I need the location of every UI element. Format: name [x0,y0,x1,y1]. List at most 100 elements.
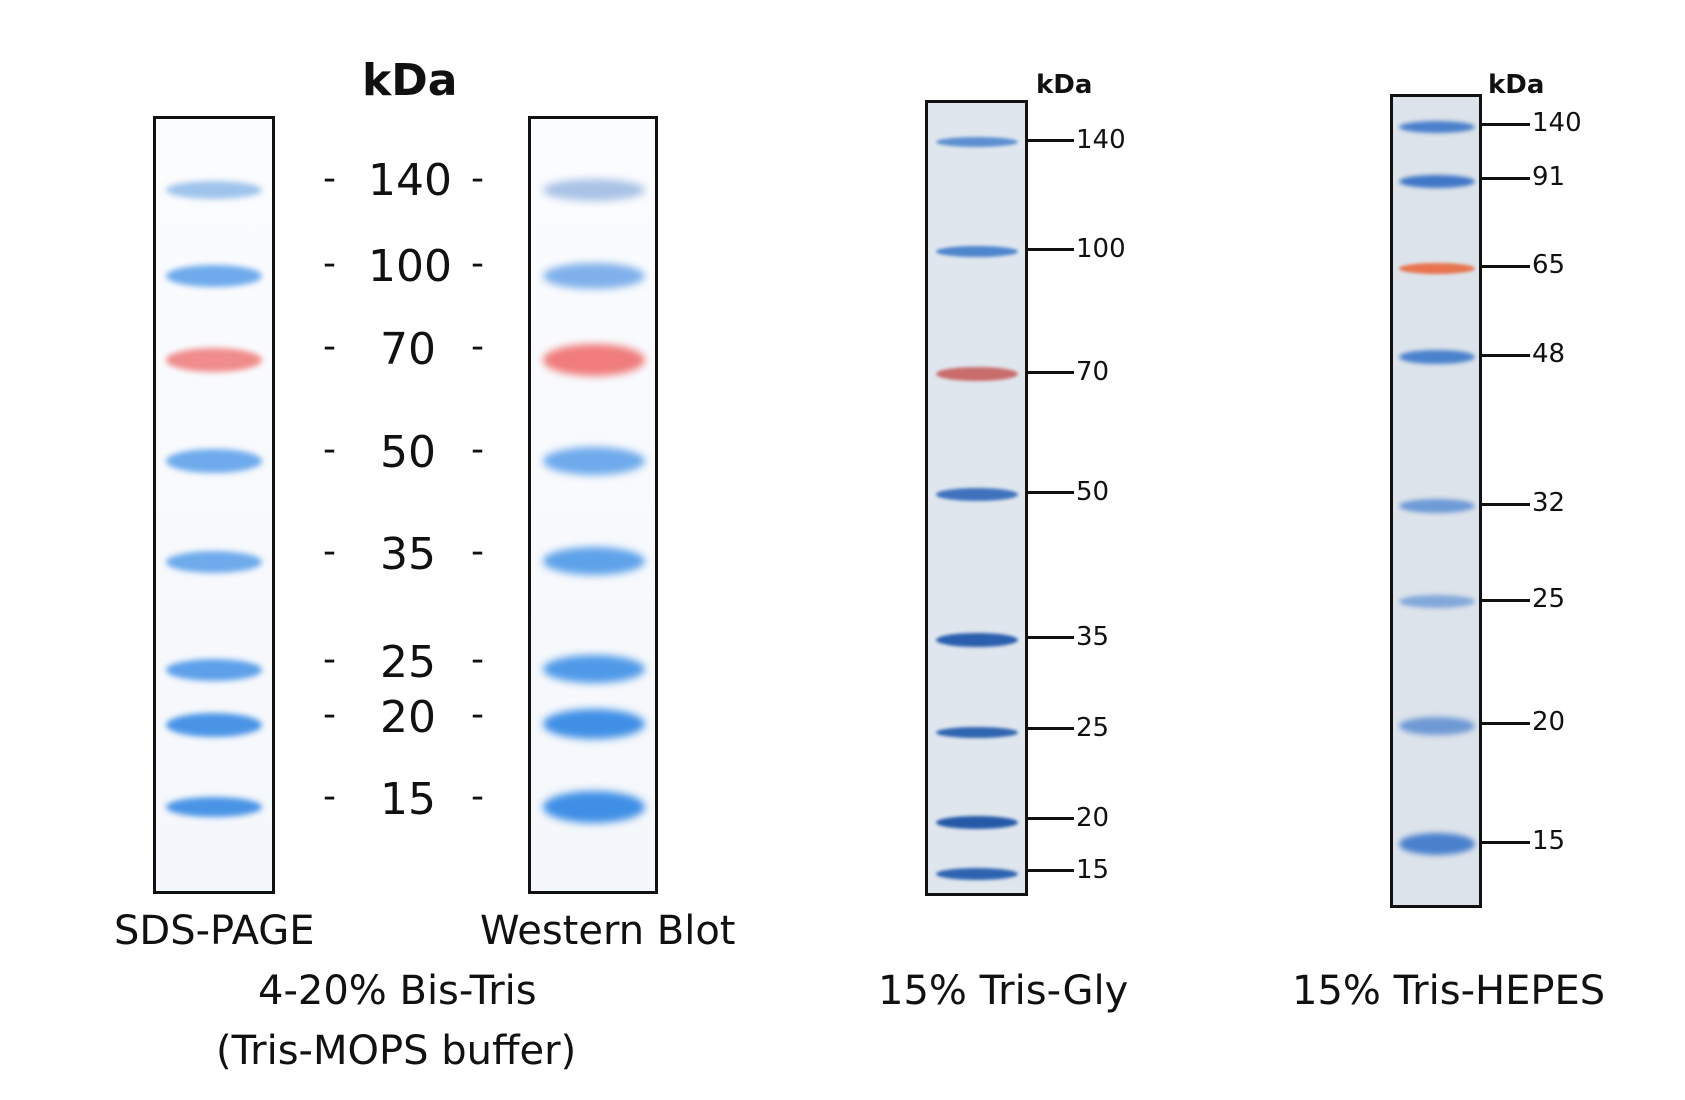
band-15 [166,797,262,817]
band-65 [1399,263,1475,274]
gel-caption-line2: (Tris-MOPS buffer) [216,1028,577,1074]
band-20 [166,713,262,737]
western-blot-lane [528,116,658,894]
band-100 [543,263,645,289]
band-140 [936,137,1018,147]
band-25 [166,659,262,681]
dash-right: - [471,639,484,680]
marker-140: 140 [1532,108,1582,138]
marker-100: 100 [1076,234,1126,264]
dash-right: - [471,326,484,367]
dash-right: - [471,531,484,572]
marker-50: 50 [380,427,436,478]
sds-page-lane [153,116,275,894]
lane-label-sds-page: SDS-PAGE [114,908,315,954]
tick-91 [1482,177,1530,180]
tick-100 [1028,248,1074,251]
dash-left: - [323,694,336,735]
marker-15: 15 [380,774,436,825]
marker-35: 35 [1076,622,1110,652]
tick-48 [1482,354,1530,357]
dash-right: - [471,429,484,470]
band-20 [1399,717,1475,735]
kda-label-panel1: kDa [362,55,458,106]
marker-70: 70 [1076,357,1110,387]
tick-25 [1482,599,1530,602]
marker-25: 25 [1076,713,1110,743]
tick-20 [1028,817,1074,820]
marker-100: 100 [368,241,452,292]
marker-20: 20 [1532,707,1566,737]
band-50 [166,449,262,473]
band-70 [166,348,262,372]
dash-left: - [323,326,336,367]
dash-left: - [323,243,336,284]
band-20 [936,816,1018,829]
band-50 [543,447,645,475]
band-70 [936,367,1018,381]
dash-right: - [471,694,484,735]
dash-right: - [471,243,484,284]
marker-140: 140 [368,155,452,206]
kda-label-panel2: kDa [1036,70,1093,100]
band-25 [1399,595,1475,608]
band-50 [936,488,1018,501]
band-91 [1399,175,1475,188]
band-15 [936,868,1018,880]
kda-label-panel3: kDa [1488,70,1545,100]
marker-20: 20 [380,692,436,743]
tick-50 [1028,491,1074,494]
gel-caption: 15% Tris-HEPES [1292,968,1606,1014]
tick-15 [1028,869,1074,872]
marker-15: 15 [1076,855,1110,885]
dash-right: - [471,776,484,817]
marker-15: 15 [1532,826,1566,856]
gel-caption: 15% Tris-Gly [878,968,1129,1014]
band-15 [543,791,645,823]
tick-32 [1482,503,1530,506]
band-140 [1399,121,1475,133]
band-100 [166,265,262,287]
marker-65: 65 [1532,250,1566,280]
band-100 [936,246,1018,257]
tick-35 [1028,636,1074,639]
band-25 [543,655,645,683]
tris-gly-lane [925,100,1028,896]
dash-left: - [323,776,336,817]
band-25 [936,727,1018,738]
dash-left: - [323,639,336,680]
band-15 [1399,833,1475,855]
band-70 [543,344,645,376]
band-32 [1399,499,1475,513]
marker-91: 91 [1532,162,1566,192]
dash-left: - [323,531,336,572]
band-35 [543,547,645,575]
dash-left: - [323,429,336,470]
band-48 [1399,350,1475,364]
tick-140 [1028,139,1074,142]
band-20 [543,709,645,739]
marker-50: 50 [1076,477,1110,507]
marker-48: 48 [1532,339,1566,369]
dash-left: - [323,158,336,199]
marker-32: 32 [1532,488,1566,518]
lane-label-western-blot: Western Blot [480,908,736,954]
tris-hepes-lane [1390,94,1482,908]
gel-caption-line1: 4-20% Bis-Tris [258,968,537,1014]
tick-25 [1028,727,1074,730]
marker-25: 25 [380,637,436,688]
marker-70: 70 [380,324,436,375]
marker-140: 140 [1076,125,1126,155]
band-35 [936,633,1018,647]
tick-65 [1482,265,1530,268]
marker-25: 25 [1532,584,1566,614]
tick-70 [1028,371,1074,374]
tick-20 [1482,722,1530,725]
band-140 [543,179,645,201]
marker-20: 20 [1076,803,1110,833]
band-140 [166,181,262,199]
tick-140 [1482,123,1530,126]
marker-35: 35 [380,529,436,580]
dash-right: - [471,158,484,199]
tick-15 [1482,841,1530,844]
